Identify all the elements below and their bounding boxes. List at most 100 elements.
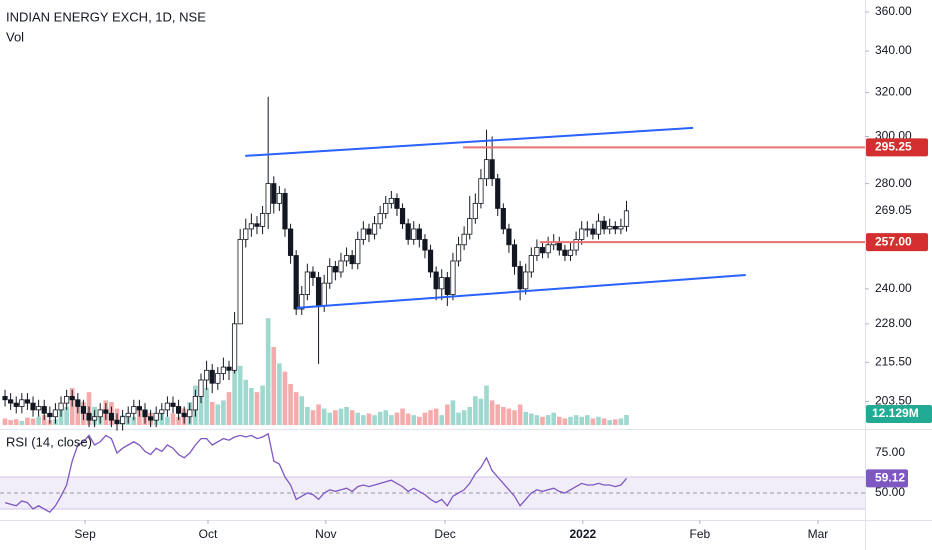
volume-bar <box>495 404 501 425</box>
volume-bar <box>540 416 545 425</box>
candle-body <box>366 228 372 235</box>
volume-bar <box>585 415 590 425</box>
volume-badge-label: 12.129M <box>872 406 919 420</box>
candle-body <box>545 244 551 254</box>
volume-bar <box>433 408 439 425</box>
candle-body <box>215 373 221 384</box>
candle-body <box>148 416 154 421</box>
volume-bar <box>394 412 400 425</box>
rsi-tick-label: 50.00 <box>875 485 905 499</box>
y-tick-label: 203.50 <box>875 394 912 408</box>
volume-bar <box>237 365 243 425</box>
candle-body <box>422 239 428 251</box>
candle-body <box>489 159 495 180</box>
candle-body <box>47 412 53 418</box>
volume-bar <box>377 411 383 425</box>
candle-body <box>220 366 226 374</box>
y-tick-label: 280.00 <box>875 176 912 190</box>
volume-bar <box>277 363 282 425</box>
candle-body <box>360 228 366 240</box>
candle-body <box>377 213 383 225</box>
volume-bar <box>612 419 618 425</box>
rsi-badge <box>866 469 908 488</box>
candle-body <box>394 197 400 209</box>
volume-bar <box>69 388 75 425</box>
candle-body <box>24 399 31 404</box>
candle-body <box>97 409 103 418</box>
price-badge <box>866 138 928 157</box>
volume-bar <box>305 406 310 425</box>
candle-body <box>159 409 165 414</box>
volume-bar <box>618 418 624 425</box>
candle-body <box>478 178 484 204</box>
rsi-band <box>0 476 865 509</box>
volume-bar <box>25 417 30 425</box>
volume-bar <box>204 388 209 425</box>
volume-bar <box>226 392 232 425</box>
volume-bar <box>478 398 484 425</box>
candle-body <box>349 255 355 265</box>
volume-bar <box>349 410 355 425</box>
candle-body <box>125 412 131 418</box>
volume-bar <box>372 415 377 425</box>
candle-body <box>528 255 534 273</box>
x-tick-label: Nov <box>315 527 336 541</box>
volume-bar <box>232 355 237 425</box>
volume-bar <box>19 420 25 425</box>
candle-body <box>567 249 574 256</box>
volume-bar <box>389 415 394 425</box>
candle-body <box>203 369 210 381</box>
volume-bar <box>176 416 181 425</box>
candle-body <box>338 260 344 273</box>
volume-bar <box>221 400 226 425</box>
candle-body <box>534 247 540 256</box>
candle-body <box>562 249 568 256</box>
volume-bar <box>501 406 506 425</box>
volume-bar <box>30 418 36 425</box>
volume-bar <box>137 408 142 425</box>
volume-bar <box>461 410 467 425</box>
candle-body <box>114 419 120 425</box>
volume-bar <box>456 412 461 425</box>
candle-body <box>299 294 305 310</box>
volume-bar <box>327 412 333 425</box>
candle-body <box>103 409 109 414</box>
candle-body <box>231 323 238 371</box>
volume-bar <box>64 406 69 425</box>
volume-bar <box>545 415 551 425</box>
candle-body <box>595 220 602 235</box>
volume-bar <box>36 416 41 425</box>
volume-bar <box>243 379 249 425</box>
candle-body <box>108 412 115 421</box>
candle-body <box>355 239 361 265</box>
candle-body <box>556 241 562 251</box>
candle-body <box>450 260 456 295</box>
volume-bar <box>170 413 176 425</box>
candle-body <box>612 225 618 230</box>
volume-bar <box>321 408 327 425</box>
candle-body <box>86 412 92 421</box>
candle-body <box>506 228 512 246</box>
candle-body <box>175 406 182 414</box>
candle-body <box>92 416 98 421</box>
volume-bar <box>383 410 389 425</box>
candle-body <box>181 412 187 418</box>
volume-bar <box>484 385 489 425</box>
volume-bar <box>607 420 612 425</box>
rsi-line <box>4 432 627 514</box>
candle-body <box>472 202 478 220</box>
x-tick-label: Feb <box>689 527 710 541</box>
candle-body <box>495 178 501 209</box>
candle-body <box>19 399 25 407</box>
volume-bar <box>445 404 450 425</box>
volume-bar <box>293 392 299 425</box>
last-price-label: 269.05 <box>875 203 912 217</box>
candle-body <box>198 379 204 397</box>
volume-bar <box>209 402 215 425</box>
candle-body <box>444 277 450 295</box>
candle-body <box>52 409 59 418</box>
candle-body <box>411 228 417 240</box>
candle-body <box>80 406 87 414</box>
candle-body <box>131 406 137 414</box>
y-tick-label: 360.00 <box>875 4 912 18</box>
